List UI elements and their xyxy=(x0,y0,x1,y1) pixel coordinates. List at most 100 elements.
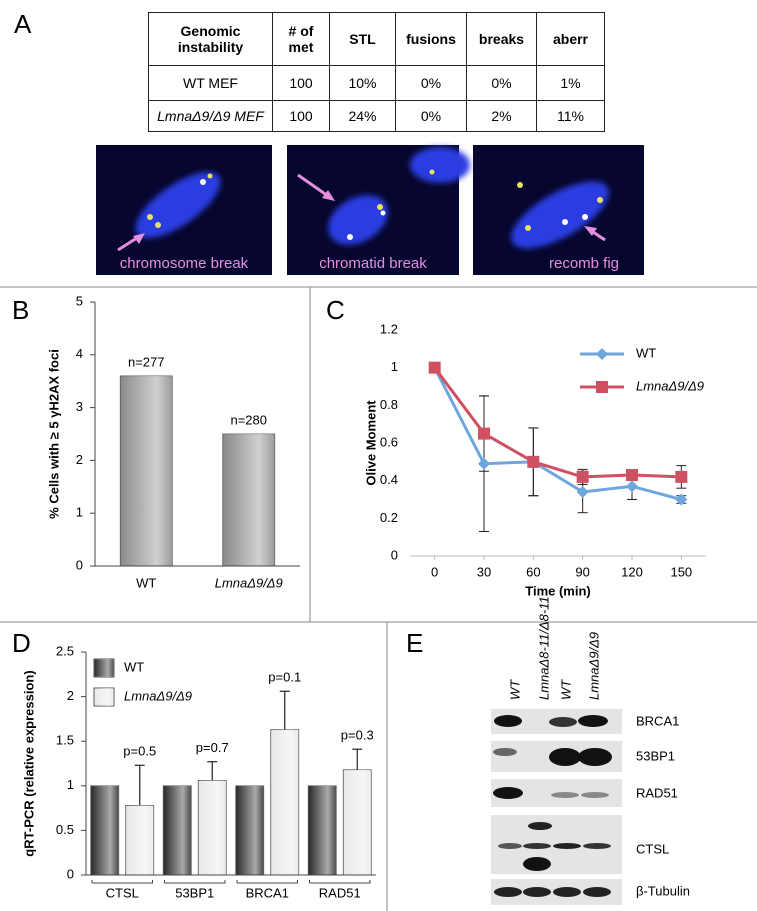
x-tick-label: RAD51 xyxy=(319,885,361,900)
y-tick-label: 1 xyxy=(67,777,74,792)
marker xyxy=(576,485,589,498)
annotation: p=0.5 xyxy=(123,744,156,759)
header-cell: Genomic instability xyxy=(148,12,273,66)
cell: 0% xyxy=(395,100,467,132)
y-tick-label: 0 xyxy=(76,557,83,572)
panel-label: C xyxy=(326,295,345,325)
marker xyxy=(626,480,638,493)
marker xyxy=(527,455,540,468)
y-tick-label: 0 xyxy=(391,547,398,562)
y-tick-label: 5 xyxy=(76,293,83,308)
y-tick-label: 1 xyxy=(76,505,83,520)
y-axis-label: qRT-PCR (relative expression) xyxy=(21,670,36,856)
legend-label: WT xyxy=(124,659,144,674)
protein-label: BRCA1 xyxy=(636,713,679,728)
x-tick-label: 60 xyxy=(526,564,540,579)
marker xyxy=(626,469,638,482)
x-axis-label: Time (min) xyxy=(525,583,591,598)
cell: 0% xyxy=(466,65,537,101)
cell: LmnaΔ9/Δ9 MEF xyxy=(148,100,273,132)
bar-shine xyxy=(308,785,337,875)
annotation: p=0.1 xyxy=(268,670,301,685)
x-tick-label: LmnaΔ9/Δ9 xyxy=(215,575,283,590)
caption: chromosome break xyxy=(120,255,249,272)
protein-label: 53BP1 xyxy=(636,748,675,763)
series-line xyxy=(433,366,682,501)
marker xyxy=(675,493,688,506)
header-cell: # of met xyxy=(272,12,330,66)
legend-shine xyxy=(94,659,114,677)
category-bracket xyxy=(164,880,226,884)
bar-shine xyxy=(235,785,264,875)
x-tick-label: 53BP1 xyxy=(175,885,214,900)
header-cell: breaks xyxy=(466,12,537,66)
bar-shine xyxy=(343,769,372,875)
header-cell: STL xyxy=(329,12,396,66)
y-tick-label: 4 xyxy=(76,346,83,361)
y-tick-label: 0.5 xyxy=(56,822,74,837)
legend-shine xyxy=(94,688,114,706)
micrograph: recomb fig xyxy=(473,145,644,275)
annotation: p=0.7 xyxy=(196,740,229,755)
lane-label: LmnaΔ9/Δ9 xyxy=(586,632,601,700)
x-tick-label: 30 xyxy=(477,564,491,579)
y-tick-label: 0.6 xyxy=(380,434,398,449)
marker xyxy=(596,348,608,360)
bar-shine xyxy=(90,785,119,875)
bar-shine xyxy=(198,780,227,875)
bar-shine xyxy=(222,434,275,566)
y-tick-label: 0.2 xyxy=(380,510,398,525)
header-cell: aberr xyxy=(536,12,605,66)
micrograph: chromosome break xyxy=(96,145,272,275)
lane-label: LmnaΔ8-11/Δ8-11 xyxy=(536,596,551,700)
y-axis-label: Olive Moment xyxy=(363,400,378,486)
panel-label: B xyxy=(12,295,29,325)
lane-label: WT xyxy=(558,679,573,700)
protein-label: RAD51 xyxy=(636,785,678,800)
cell: WT MEF xyxy=(148,65,273,101)
x-tick-label: 0 xyxy=(431,564,438,579)
cell: 0% xyxy=(395,65,467,101)
caption: chromatid break xyxy=(319,255,427,272)
annotation: n=280 xyxy=(230,412,267,427)
panel-label: A xyxy=(14,9,32,39)
bar-shine xyxy=(125,805,154,875)
annotation: n=277 xyxy=(128,354,165,369)
cell: 2% xyxy=(466,100,537,132)
cell: 100 xyxy=(272,65,330,101)
marker xyxy=(428,361,441,374)
instability-table: Genomic instability # of met STL fusions… xyxy=(148,12,605,132)
header-cell: fusions xyxy=(395,12,467,66)
cell: 11% xyxy=(536,100,605,132)
x-tick-label: CTSL xyxy=(106,885,139,900)
legend-label: LmnaΔ9/Δ9 xyxy=(124,688,192,703)
panel-label: D xyxy=(12,628,31,658)
y-tick-label: 0.8 xyxy=(380,397,398,412)
bar-shine xyxy=(120,375,173,566)
marker xyxy=(596,381,608,393)
y-tick-label: 1.2 xyxy=(380,321,398,336)
panel-label: E xyxy=(406,628,423,658)
legend-label: LmnaΔ9/Δ9 xyxy=(636,378,704,393)
y-tick-label: 2 xyxy=(76,452,83,467)
y-tick-label: 1 xyxy=(391,359,398,374)
y-axis-label: % Cells with ≥ 5 γH2AX foci xyxy=(46,349,61,519)
x-tick-label: WT xyxy=(136,575,156,590)
cell: 100 xyxy=(272,100,330,132)
cell: 10% xyxy=(329,65,396,101)
x-tick-label: 150 xyxy=(670,564,692,579)
legend-label: WT xyxy=(636,345,656,360)
marker xyxy=(478,427,490,440)
category-bracket xyxy=(236,880,298,884)
y-tick-label: 0.4 xyxy=(380,472,398,487)
cell: 24% xyxy=(329,100,396,132)
bar-shine xyxy=(163,785,192,875)
y-tick-label: 1.5 xyxy=(56,733,74,748)
western-blot: WT LmnaΔ8-11/Δ8-11 WT LmnaΔ9/Δ9 BRCA1 53… xyxy=(491,596,690,905)
protein-label: β-Tubulin xyxy=(636,883,690,898)
micrograph: chromatid break xyxy=(287,145,470,275)
annotation: p=0.3 xyxy=(341,728,374,743)
category-bracket xyxy=(91,880,153,884)
